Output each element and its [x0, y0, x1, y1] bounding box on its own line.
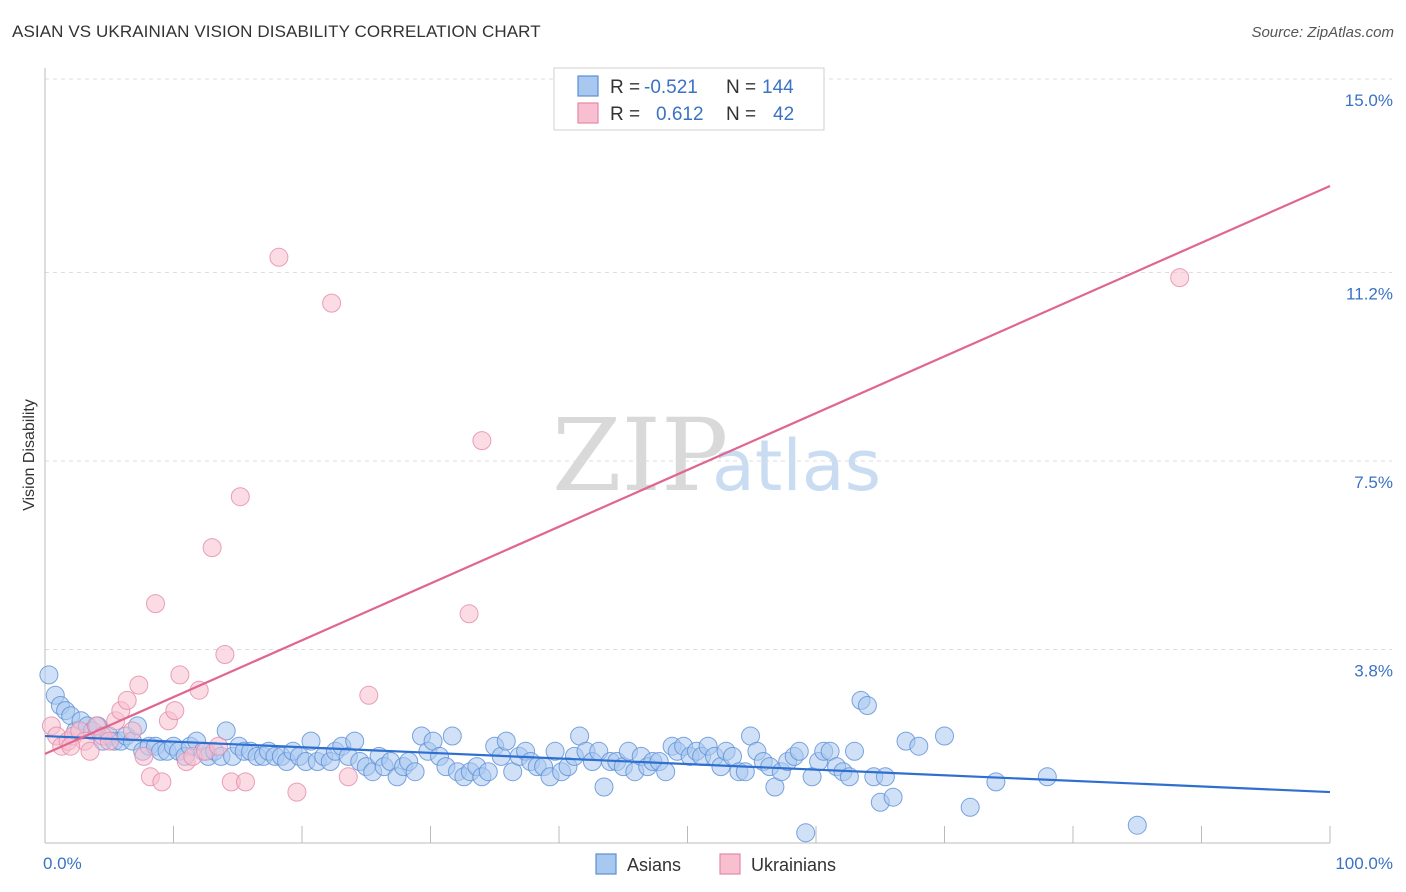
- x-tick-label-end: 100.0%: [1335, 854, 1393, 873]
- ukrainians-point[interactable]: [359, 685, 379, 705]
- asians-point[interactable]: [935, 726, 954, 746]
- legend-item-asians-swatch[interactable]: [595, 853, 617, 875]
- asians-point[interactable]: [594, 777, 614, 797]
- watermark-zip: ZIP: [552, 397, 728, 514]
- legend-item-ukrainians-label[interactable]: Ukrainians: [751, 855, 836, 875]
- asians-point[interactable]: [345, 731, 365, 751]
- legend-r-value: -0.521: [644, 77, 698, 98]
- ukrainians-point[interactable]: [459, 604, 479, 624]
- asians-point[interactable]: [405, 762, 425, 782]
- y-tick-labels: 3.8% 7.5% 11.2% 15.0%: [1345, 91, 1393, 680]
- series-asians: [39, 665, 1147, 843]
- ukrainians-point[interactable]: [287, 782, 307, 802]
- asians-point[interactable]: [656, 762, 676, 782]
- ukrainians-point[interactable]: [170, 665, 190, 685]
- asians-trend-line: [44, 734, 1331, 794]
- asians-point[interactable]: [1037, 767, 1057, 787]
- ukrainians-trend-line: [44, 184, 1331, 755]
- y-tick-label: 11.2%: [1346, 285, 1393, 304]
- legend-n-label: N =: [726, 104, 756, 125]
- asians-point[interactable]: [857, 696, 877, 715]
- source-credit: Source: ZipAtlas.com: [1251, 24, 1394, 41]
- asians-point[interactable]: [39, 665, 59, 685]
- ukrainians-point[interactable]: [269, 247, 289, 267]
- ukrainians-point[interactable]: [230, 487, 250, 507]
- y-tick-label: 7.5%: [1354, 473, 1393, 492]
- asians-point[interactable]: [1127, 815, 1147, 835]
- legend-n-value: 144: [762, 77, 794, 98]
- ukrainians-point[interactable]: [209, 736, 228, 756]
- x-tick-label-start: 0.0%: [43, 854, 82, 873]
- asians-point[interactable]: [545, 741, 565, 761]
- legend-item-asians-label[interactable]: Asians: [627, 855, 681, 875]
- asians-point[interactable]: [845, 741, 864, 761]
- y-tick-label: 15.0%: [1345, 91, 1393, 110]
- asians-point[interactable]: [875, 767, 895, 787]
- asians-point[interactable]: [796, 823, 816, 843]
- ukrainians-point[interactable]: [322, 293, 342, 313]
- ukrainians-point[interactable]: [1170, 268, 1190, 288]
- x-tick-labels: 0.0% 100.0%: [43, 854, 1393, 873]
- y-axis-label: Vision Disability: [21, 399, 38, 511]
- legend-swatch-ukrainians: [577, 102, 599, 124]
- legend-r-value: 0.612: [656, 104, 704, 125]
- y-tick-label: 3.8%: [1354, 661, 1393, 680]
- trend-lines: [44, 184, 1331, 794]
- legend-n-value: 42: [773, 104, 794, 125]
- stats-legend-frame: [553, 67, 825, 131]
- ukrainians-point[interactable]: [215, 645, 235, 664]
- asians-point[interactable]: [909, 736, 929, 756]
- ukrainians-point[interactable]: [117, 690, 137, 710]
- chart-title: ASIAN VS UKRAINIAN VISION DISABILITY COR…: [12, 22, 541, 41]
- asians-point[interactable]: [986, 772, 1006, 792]
- gridlines: [45, 78, 1392, 650]
- ukrainians-point[interactable]: [122, 721, 142, 741]
- asians-point[interactable]: [442, 726, 462, 746]
- legend-r-label: R =: [610, 77, 640, 98]
- asians-point[interactable]: [216, 721, 236, 741]
- series-ukrainians: [41, 247, 1190, 802]
- ukrainians-point[interactable]: [236, 772, 255, 792]
- watermark-atlas: atlas: [712, 425, 881, 507]
- asians-point[interactable]: [789, 741, 809, 761]
- ukrainians-point[interactable]: [129, 675, 149, 695]
- ukrainians-point[interactable]: [338, 767, 358, 787]
- legend-swatch-asians: [577, 75, 599, 97]
- ukrainians-point[interactable]: [146, 594, 165, 614]
- legend-item-ukrainians-swatch[interactable]: [719, 853, 741, 875]
- asians-point[interactable]: [478, 762, 498, 782]
- ukrainians-point[interactable]: [152, 772, 172, 792]
- ukrainians-point[interactable]: [202, 538, 222, 558]
- ukrainians-point[interactable]: [99, 731, 119, 751]
- legend-n-label: N =: [726, 77, 756, 98]
- asians-point[interactable]: [496, 731, 516, 751]
- asians-point[interactable]: [301, 731, 321, 751]
- ukrainians-point[interactable]: [134, 746, 154, 766]
- stats-legend: R = -0.521 N = 144 R = 0.612 N = 42: [553, 67, 825, 131]
- ukrainians-point[interactable]: [165, 701, 185, 721]
- asians-point[interactable]: [960, 797, 980, 817]
- ukrainians-point[interactable]: [472, 431, 492, 451]
- asians-point[interactable]: [883, 787, 903, 807]
- ukrainians-point[interactable]: [80, 741, 100, 761]
- axes: [44, 68, 1331, 844]
- series-legend: Asians Ukrainians: [595, 853, 836, 875]
- legend-r-label: R =: [610, 104, 640, 125]
